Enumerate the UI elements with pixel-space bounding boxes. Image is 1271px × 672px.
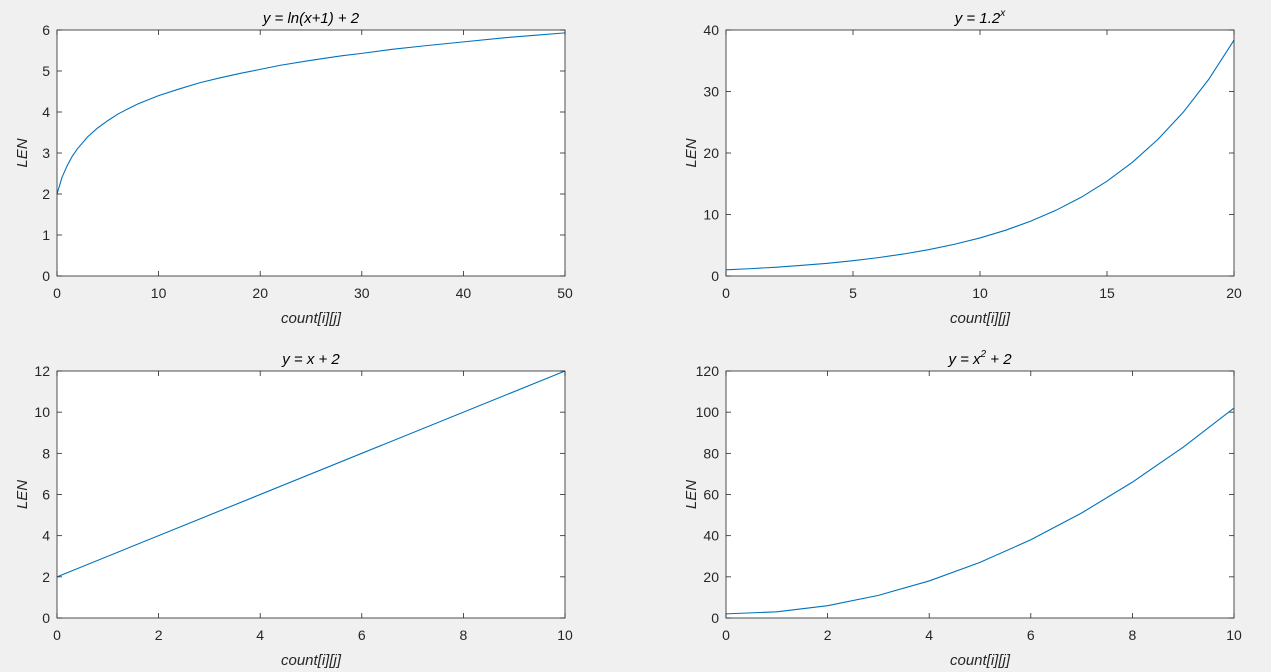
x-tick-label: 50 [557, 285, 573, 301]
y-tick-label: 10 [34, 404, 50, 420]
series-line [56, 370, 566, 578]
chart-title: y = x + 2 [281, 351, 340, 368]
x-axis-label: count[i][j] [950, 652, 1011, 669]
x-tick-label: 4 [256, 627, 264, 643]
chart-title: y = ln(x+1) + 2 [262, 10, 360, 27]
y-axis-label: LEN [683, 480, 700, 509]
y-tick-label: 100 [696, 404, 720, 420]
y-tick-label: 6 [42, 22, 50, 38]
plot-area [57, 30, 565, 276]
plot-area [726, 30, 1234, 276]
y-tick-label: 2 [42, 569, 50, 585]
subplot-2: 0 5 10 15 20 0 10 20 30 40 y = 1.2x count[i][j] LEN [683, 8, 1242, 327]
series-line [725, 39, 1235, 271]
x-tick-label: 8 [1129, 627, 1137, 643]
x-tick-label: 0 [722, 285, 730, 301]
x-tick-label: 0 [53, 627, 61, 643]
chart-title: y = 1.2x [954, 8, 1006, 27]
x-tick-label: 2 [155, 627, 163, 643]
title-text: y = x + 2 [281, 351, 340, 368]
y-tick-label: 80 [703, 445, 719, 461]
series-line [56, 32, 566, 195]
y-tick-label: 12 [34, 363, 50, 379]
x-tick-label: 6 [1027, 627, 1035, 643]
x-tick-label: 10 [151, 285, 167, 301]
y-tick-label: 60 [703, 487, 719, 503]
x-tick-label: 10 [557, 627, 573, 643]
x-tick-label: 20 [1226, 285, 1242, 301]
title-text: y = ln(x+1) + 2 [262, 10, 360, 27]
y-axis-label: LEN [14, 480, 31, 509]
y-axis-label: LEN [683, 138, 700, 167]
y-tick-label: 40 [703, 22, 719, 38]
y-tick-label: 20 [703, 569, 719, 585]
y-tick-label: 0 [711, 610, 719, 626]
chart-title: y = x2 + 2 [947, 349, 1012, 368]
y-tick-label: 0 [711, 268, 719, 284]
x-tick-label: 10 [1226, 627, 1242, 643]
x-tick-label: 5 [849, 285, 857, 301]
y-axis-label: LEN [14, 138, 31, 167]
y-tick-label: 6 [42, 487, 50, 503]
y-tick-label: 4 [42, 528, 50, 544]
title-superscript: 2 [980, 349, 987, 360]
y-tick-label: 120 [696, 363, 720, 379]
plot-area [726, 371, 1234, 618]
title-text: y = 1.2 [954, 10, 1001, 27]
x-tick-label: 30 [354, 285, 370, 301]
x-tick-label: 0 [53, 285, 61, 301]
x-tick-label: 2 [824, 627, 832, 643]
y-tick-label: 3 [42, 145, 50, 161]
x-tick-label: 0 [722, 627, 730, 643]
y-tick-label: 1 [42, 227, 50, 243]
x-tick-label: 8 [460, 627, 468, 643]
y-tick-label: 4 [42, 104, 50, 120]
y-tick-label: 40 [703, 528, 719, 544]
x-tick-label: 40 [456, 285, 472, 301]
y-tick-label: 2 [42, 186, 50, 202]
y-tick-label: 10 [703, 207, 719, 223]
subplot-1: 0 10 20 30 40 50 0 1 2 3 4 5 6 y = ln(x+1) + 2 count[i… [14, 10, 573, 327]
x-axis-label: count[i][j] [950, 310, 1011, 327]
x-tick-label: 4 [925, 627, 933, 643]
subplot-3: 0 2 4 6 8 10 0 2 4 6 8 10 12 y = x + 2 count[i][j] LEN [14, 351, 573, 669]
axes-frame [56, 370, 566, 619]
x-axis-label: count[i][j] [281, 310, 342, 327]
title-text: y = x [947, 351, 981, 368]
title-text: + 2 [986, 351, 1012, 368]
series-line [725, 407, 1235, 615]
y-tick-label: 30 [703, 84, 719, 100]
title-superscript: x [999, 8, 1006, 19]
axes-frame [725, 370, 1235, 619]
x-tick-label: 10 [972, 285, 988, 301]
y-tick-label: 8 [42, 445, 50, 461]
x-tick-label: 6 [358, 627, 366, 643]
y-tick-label: 0 [42, 268, 50, 284]
x-tick-label: 20 [252, 285, 268, 301]
y-tick-label: 0 [42, 610, 50, 626]
axes-frame [56, 29, 566, 277]
plot-area [57, 371, 565, 618]
x-axis-label: count[i][j] [281, 652, 342, 669]
y-tick-label: 5 [42, 63, 50, 79]
y-tick-label: 20 [703, 145, 719, 161]
x-tick-label: 15 [1099, 285, 1115, 301]
axes-frame [725, 29, 1235, 277]
